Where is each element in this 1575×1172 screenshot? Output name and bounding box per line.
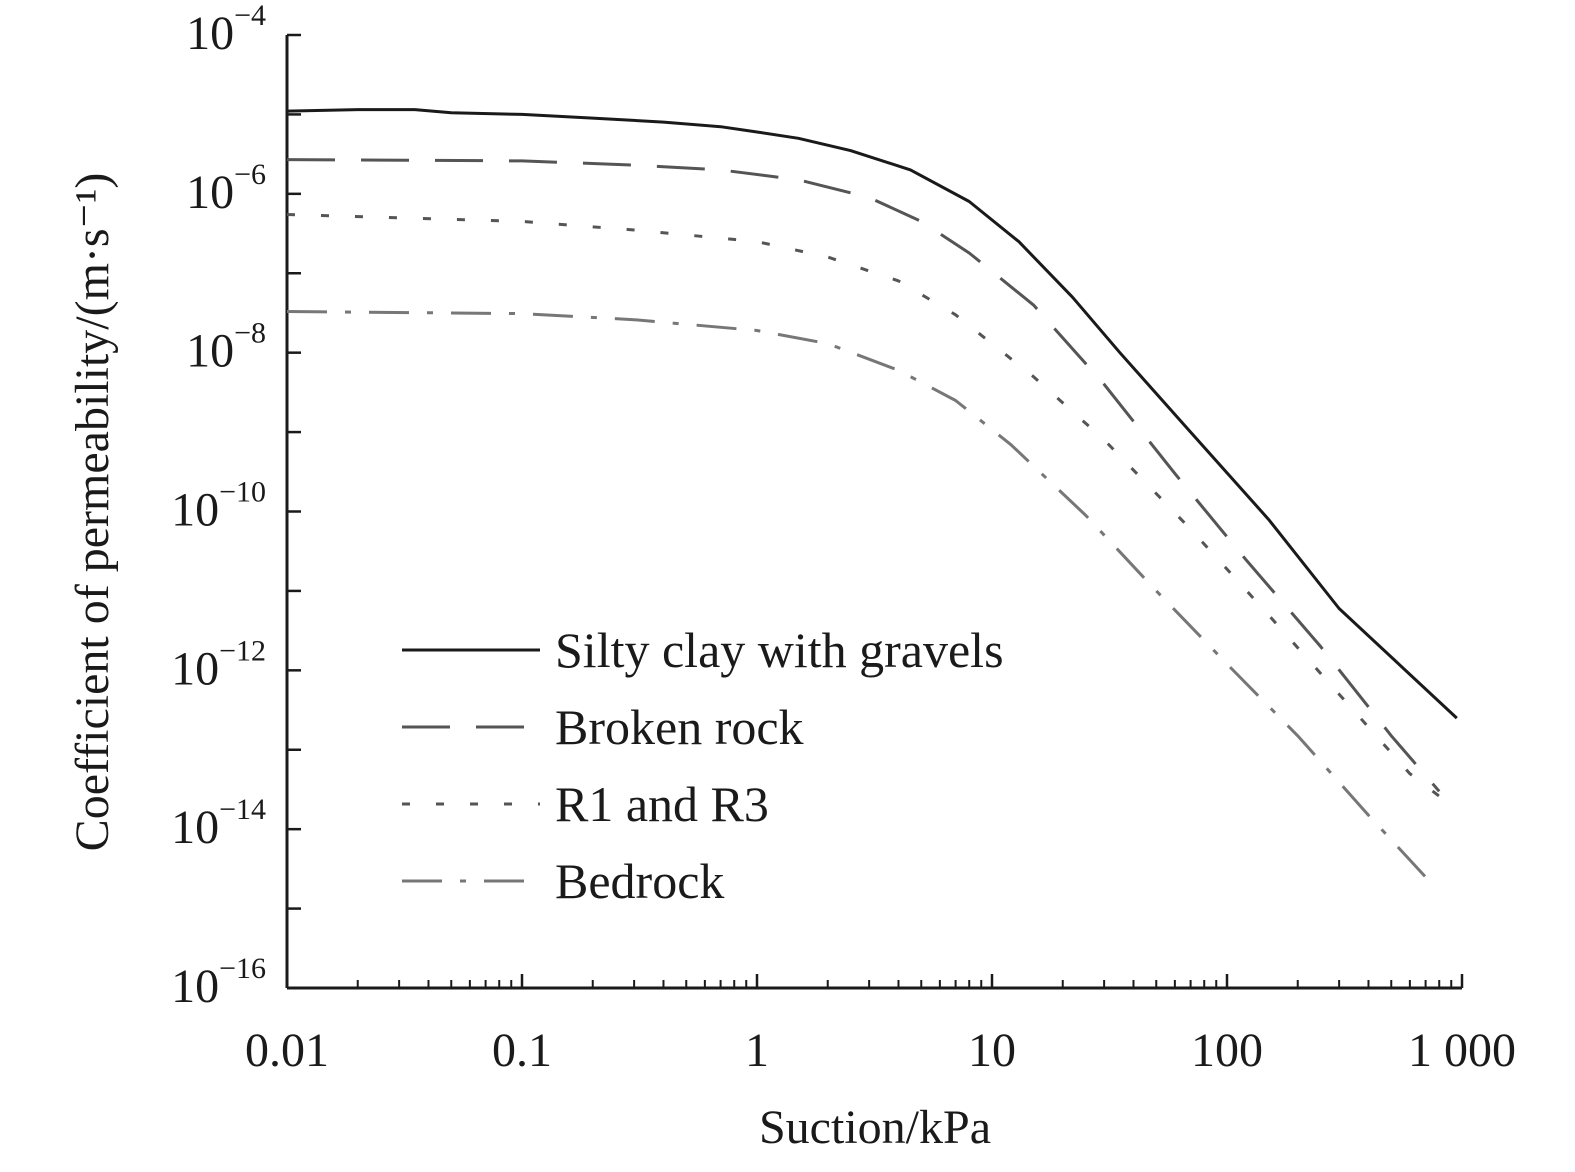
x-tick-label: 1 000 [1408,1024,1516,1077]
legend-label-3: R1 and R3 [555,776,769,832]
series-line-4 [286,310,1427,879]
x-tick-label: 10 [968,1024,1016,1077]
legend-label-2: Broken rock [555,699,804,755]
legend-label-4: Bedrock [555,853,724,909]
y-tick-label: 10−8 [186,317,266,378]
x-tick-label: 0.01 [245,1024,329,1077]
axes: 0.01 0.1 1 10 100 1 000 10−4 10−6 10−8 10−10 10−12… [171,0,1516,1077]
legend-label-1: Silty clay with gravels [555,622,1004,678]
x-axis-label: Suction/kPa [759,1101,991,1154]
y-axis-label: Coefficient of permeability/(m·s⁻¹) [66,173,119,852]
series-line-3 [286,213,1453,807]
y-tick-label: 10−4 [186,0,266,60]
y-tick-label: 10−10 [171,476,266,537]
y-tick-label: 10−6 [186,158,266,219]
legend: Silty clay with gravels Broken rock R1 and… [402,622,1004,909]
y-tick-label: 10−16 [171,952,266,1013]
y-tick-label: 10−12 [171,634,266,695]
series-line-1 [286,108,1458,720]
series-line-2 [286,158,1441,793]
x-tick-label: 100 [1191,1024,1263,1077]
x-tick-label: 1 [745,1024,769,1077]
x-tick-label: 0.1 [492,1024,552,1077]
series-lines [286,108,1458,879]
y-tick-label: 10−14 [171,793,266,854]
